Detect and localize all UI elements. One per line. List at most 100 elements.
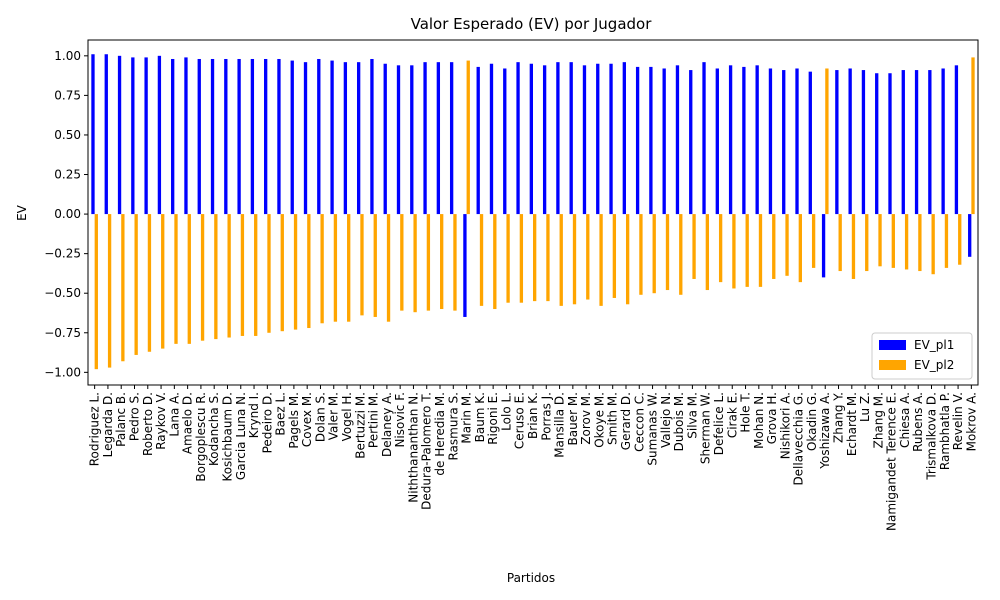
bar <box>147 214 152 352</box>
bar <box>928 70 932 215</box>
x-tick-label: Niththananthan N. <box>406 392 420 503</box>
x-tick-label: Pagels M. <box>287 392 301 449</box>
bar <box>210 58 215 215</box>
x-tick-label: Roberto D. <box>141 392 155 456</box>
x-tick-label: Borgoplescu R. <box>194 392 208 482</box>
x-tick-label: Delaney A. <box>380 392 394 457</box>
bar <box>559 214 563 306</box>
bar <box>798 214 802 283</box>
bar <box>745 214 749 287</box>
bar <box>848 68 852 215</box>
bar <box>635 66 640 215</box>
bar <box>134 214 138 355</box>
legend-swatch <box>879 340 906 350</box>
bar <box>755 65 759 215</box>
bar <box>449 62 454 215</box>
bar <box>463 214 467 317</box>
y-tick-label: −1.00 <box>44 365 81 379</box>
x-tick-label: Dubois M. <box>672 392 686 451</box>
bar <box>958 214 962 265</box>
bar <box>171 58 175 215</box>
bar <box>612 214 617 298</box>
bar <box>227 214 231 338</box>
x-tick-label: Vogel H. <box>340 392 354 441</box>
bar <box>373 214 377 317</box>
legend-swatch <box>879 360 906 370</box>
x-tick-label: Baez L. <box>274 392 288 436</box>
y-tick-label: −0.75 <box>44 326 81 340</box>
x-tick-label: Zhang Y. <box>832 392 846 443</box>
bar <box>293 214 298 330</box>
bar <box>94 214 98 370</box>
x-tick-label: Rambhatla P. <box>938 392 952 470</box>
bar <box>838 214 842 272</box>
y-tick-label: 0.25 <box>54 168 81 182</box>
bar <box>546 214 550 302</box>
bar <box>307 214 311 329</box>
bar <box>157 55 162 215</box>
bar <box>811 214 816 268</box>
bar <box>914 70 919 215</box>
bar <box>918 214 922 272</box>
bar <box>768 68 773 215</box>
y-tick-label: −0.50 <box>44 286 81 300</box>
bar <box>718 214 723 283</box>
bar <box>679 214 683 295</box>
bar <box>290 60 294 215</box>
x-tick-label: Lolo L. <box>499 392 513 431</box>
y-tick-label: −0.25 <box>44 247 81 261</box>
bar <box>303 62 308 215</box>
plot-frame <box>87 39 979 386</box>
bar <box>572 214 577 305</box>
bar <box>556 62 560 215</box>
bar <box>519 214 524 303</box>
y-tick-label: 0.50 <box>54 128 81 142</box>
x-tick-label: Baum K. <box>473 392 487 442</box>
bar <box>356 62 361 215</box>
x-tick-label: de Heredia M. <box>433 392 447 476</box>
x-tick-label: Rigoni E. <box>486 392 500 445</box>
bar <box>436 62 441 215</box>
bar <box>280 214 284 332</box>
y-tick-label: 0.00 <box>54 207 81 221</box>
y-tick-label: 0.75 <box>54 88 81 102</box>
x-tick-label: Covex M. <box>300 392 314 447</box>
x-tick-label: Okadin G. <box>805 392 819 451</box>
bar <box>971 57 975 215</box>
bar <box>622 62 626 215</box>
bar <box>732 214 736 289</box>
bar <box>104 54 108 215</box>
x-tick-label: Silva M. <box>685 392 699 439</box>
bar <box>625 214 630 305</box>
bar <box>875 73 879 215</box>
bar <box>317 58 321 215</box>
x-tick-label: Mokrov A. <box>964 392 978 451</box>
x-tick-label: Amaelo D. <box>181 392 195 454</box>
bar <box>413 214 417 313</box>
x-axis-label: Partidos <box>507 571 555 585</box>
legend-label: EV_pl1 <box>914 338 954 352</box>
x-tick-label: Revelin V. <box>951 392 965 450</box>
bar <box>888 73 892 215</box>
bar <box>479 214 484 306</box>
bar <box>609 63 613 215</box>
bar <box>197 58 201 215</box>
bar <box>396 65 401 215</box>
bar <box>569 62 573 215</box>
bar <box>758 214 763 287</box>
x-tick-label: Porras J. <box>539 392 553 441</box>
bar <box>489 63 494 215</box>
bar <box>330 60 334 215</box>
bar <box>665 214 670 291</box>
x-tick-label: Yoshizawa A. <box>818 392 832 470</box>
bar <box>516 62 520 215</box>
bar <box>586 214 590 300</box>
x-tick-label: Defelice L. <box>712 392 726 455</box>
x-tick-label: Dellavecchia G. <box>792 392 806 486</box>
bar <box>493 214 497 310</box>
bar <box>237 58 241 215</box>
bar <box>715 68 719 215</box>
bar <box>360 214 364 316</box>
x-tick-label: Kosichbaum D. <box>220 392 234 482</box>
